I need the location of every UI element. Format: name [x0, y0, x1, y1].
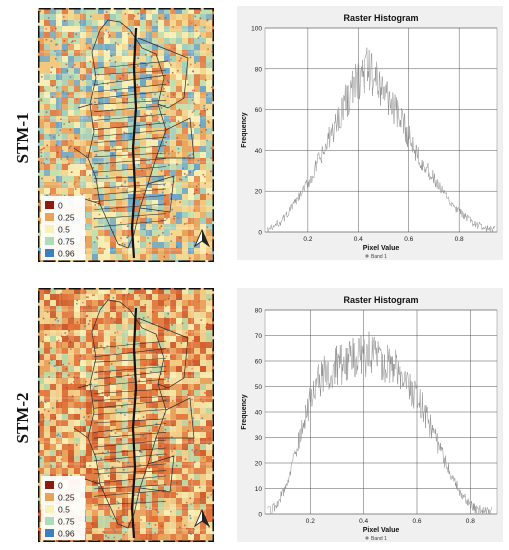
y-tick-label: 40 — [255, 148, 263, 155]
map-frame — [38, 288, 214, 542]
raster-histogram-stm-1: Raster Histogram 0 20 40 60 80 100 0.2 0.4 0.6 0.8… — [237, 6, 503, 260]
chart-legend: Band 1 — [365, 536, 387, 542]
y-tick-label: 20 — [255, 189, 263, 196]
y-tick-label: 50 — [255, 384, 263, 391]
x-tick-label: 0.4 — [354, 236, 363, 243]
y-tick-label: 30 — [255, 435, 263, 442]
legend-swatch — [45, 529, 54, 537]
y-tick-label: 70 — [255, 333, 263, 340]
chart-legend: Band 1 — [365, 254, 387, 260]
y-tick-label: 10 — [255, 486, 263, 493]
x-axis-label: Pixel Value — [363, 527, 400, 534]
y-tick-label: 0 — [258, 230, 262, 237]
y-tick-label: 20 — [255, 461, 263, 468]
row-label-stm-2: STM-2 — [13, 392, 32, 444]
legend-label: 0 — [58, 481, 63, 491]
y-tick-label: 80 — [255, 66, 263, 73]
y-tick-label: 40 — [255, 410, 263, 417]
legend-marker — [365, 254, 369, 258]
y-tick-label: 0 — [258, 512, 262, 519]
legend-label: 0.5 — [58, 505, 70, 515]
ndvi-map-stm-1: 0 0.25 0.5 0.75 0.96 — [38, 8, 214, 262]
x-tick-label: 0.8 — [466, 518, 475, 525]
map-legend: 0 0.25 0.5 0.75 0.96 — [41, 196, 85, 260]
legend-label: 0.25 — [58, 493, 75, 503]
legend-label: 0.75 — [58, 237, 75, 247]
legend-label: 0.75 — [58, 517, 75, 527]
legend-swatch — [45, 213, 54, 221]
legend-label: Band 1 — [371, 536, 387, 542]
legend-swatch — [45, 517, 54, 525]
y-axis-label: Frequency — [241, 112, 248, 148]
row-label-stm-1: STM-1 — [13, 112, 32, 164]
y-tick-label: 60 — [255, 359, 263, 366]
central-road — [130, 307, 138, 539]
x-tick-label: 0.4 — [359, 518, 368, 525]
legend-swatch — [45, 201, 54, 209]
study-area-boundaries — [73, 19, 195, 249]
legend-swatch — [45, 237, 54, 245]
map-legend: 0 0.25 0.5 0.75 0.96 — [41, 476, 85, 540]
legend-label: 0.96 — [58, 249, 75, 259]
y-axis-label: Frequency — [241, 394, 248, 430]
legend-swatch — [45, 505, 54, 513]
plot-area — [264, 27, 498, 233]
chart-title: Raster Histogram — [343, 13, 418, 23]
series-band-1-line — [267, 331, 492, 515]
north-arrow-icon — [193, 508, 211, 528]
north-arrow-icon — [193, 228, 211, 248]
legend-swatch — [45, 481, 54, 489]
legend-label: 0.25 — [58, 213, 75, 223]
legend-label: Band 1 — [371, 254, 387, 260]
legend-swatch — [45, 493, 54, 501]
legend-swatch — [45, 225, 54, 233]
legend-label: 0.96 — [58, 529, 75, 539]
x-tick-label: 0.6 — [412, 518, 421, 525]
x-tick-label: 0.8 — [455, 236, 464, 243]
legend-label: 0.5 — [58, 225, 70, 235]
chart-title: Raster Histogram — [343, 295, 418, 305]
raster-histogram-stm-2: Raster Histogram 0 10 20 30 40 50 60 70 80 0.2 0.4 0… — [237, 288, 503, 542]
x-tick-label: 0.2 — [306, 518, 315, 525]
legend-label: 0 — [58, 201, 63, 211]
ndvi-map-stm-2: 0 0.25 0.5 0.75 0.96 — [38, 288, 214, 542]
y-tick-label: 100 — [251, 26, 262, 33]
series-band-1-line — [267, 47, 495, 233]
plot-strips — [93, 340, 167, 506]
y-tick-label: 60 — [255, 107, 263, 114]
map-frame — [38, 8, 214, 262]
legend-marker — [365, 536, 369, 540]
x-axis-label: Pixel Value — [363, 245, 400, 252]
legend-swatch — [45, 249, 54, 257]
y-tick-label: 80 — [255, 308, 263, 315]
central-road — [130, 27, 138, 259]
x-tick-label: 0.2 — [303, 236, 312, 243]
x-tick-label: 0.6 — [404, 236, 413, 243]
plot-strips — [93, 61, 167, 228]
